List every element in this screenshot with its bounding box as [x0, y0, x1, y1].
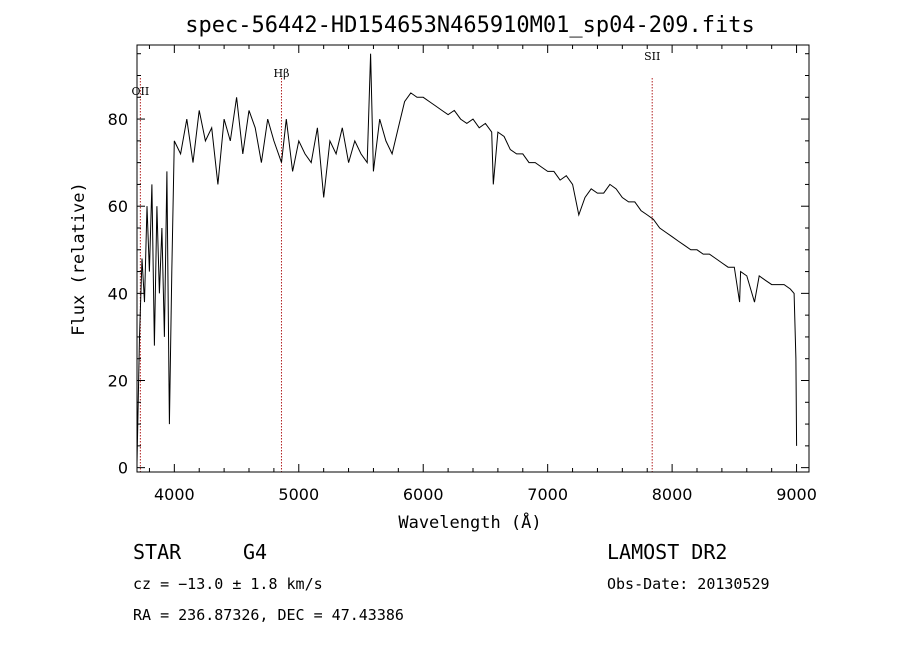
marker-label-oii: OII — [132, 85, 150, 98]
subclass: G4 — [243, 540, 267, 564]
spectrum-line — [136, 53, 798, 464]
redshift-text: cz = −13.0 ± 1.8 km/s — [133, 575, 323, 593]
y-tick-label: 60 — [108, 197, 128, 216]
x-tick-label: 6000 — [403, 485, 444, 504]
marker-label-hβ: Hβ — [274, 67, 290, 80]
x-tick-label: 9000 — [776, 485, 817, 504]
x-tick-label: 5000 — [278, 485, 319, 504]
object-type: STAR — [133, 540, 182, 564]
y-tick-label: 20 — [108, 372, 128, 391]
y-tick-label: 40 — [108, 284, 128, 303]
survey-name: LAMOST DR2 — [607, 540, 727, 564]
x-axis-label: Wavelength (Å) — [398, 511, 541, 533]
obs-date: Obs-Date: 20130529 — [607, 575, 770, 593]
x-tick-label: 8000 — [652, 485, 693, 504]
y-tick-label: 80 — [108, 110, 128, 129]
y-tick-label: 0 — [118, 459, 128, 478]
chart-title: spec-56442-HD154653N465910M01_sp04-209.f… — [185, 13, 755, 38]
y-axis: 0 20 40 60 80 — [108, 53, 809, 478]
line-markers: OII Hβ SII — [132, 50, 660, 472]
coords-text: RA = 236.87326, DEC = 47.43386 — [133, 606, 404, 624]
x-axis: 4000 5000 6000 7000 8000 9000 — [148, 45, 817, 504]
x-tick-label: 4000 — [154, 485, 195, 504]
marker-label-sii: SII — [644, 50, 660, 63]
y-axis-label: Flux (relative) — [69, 182, 89, 336]
x-tick-label: 7000 — [527, 485, 568, 504]
